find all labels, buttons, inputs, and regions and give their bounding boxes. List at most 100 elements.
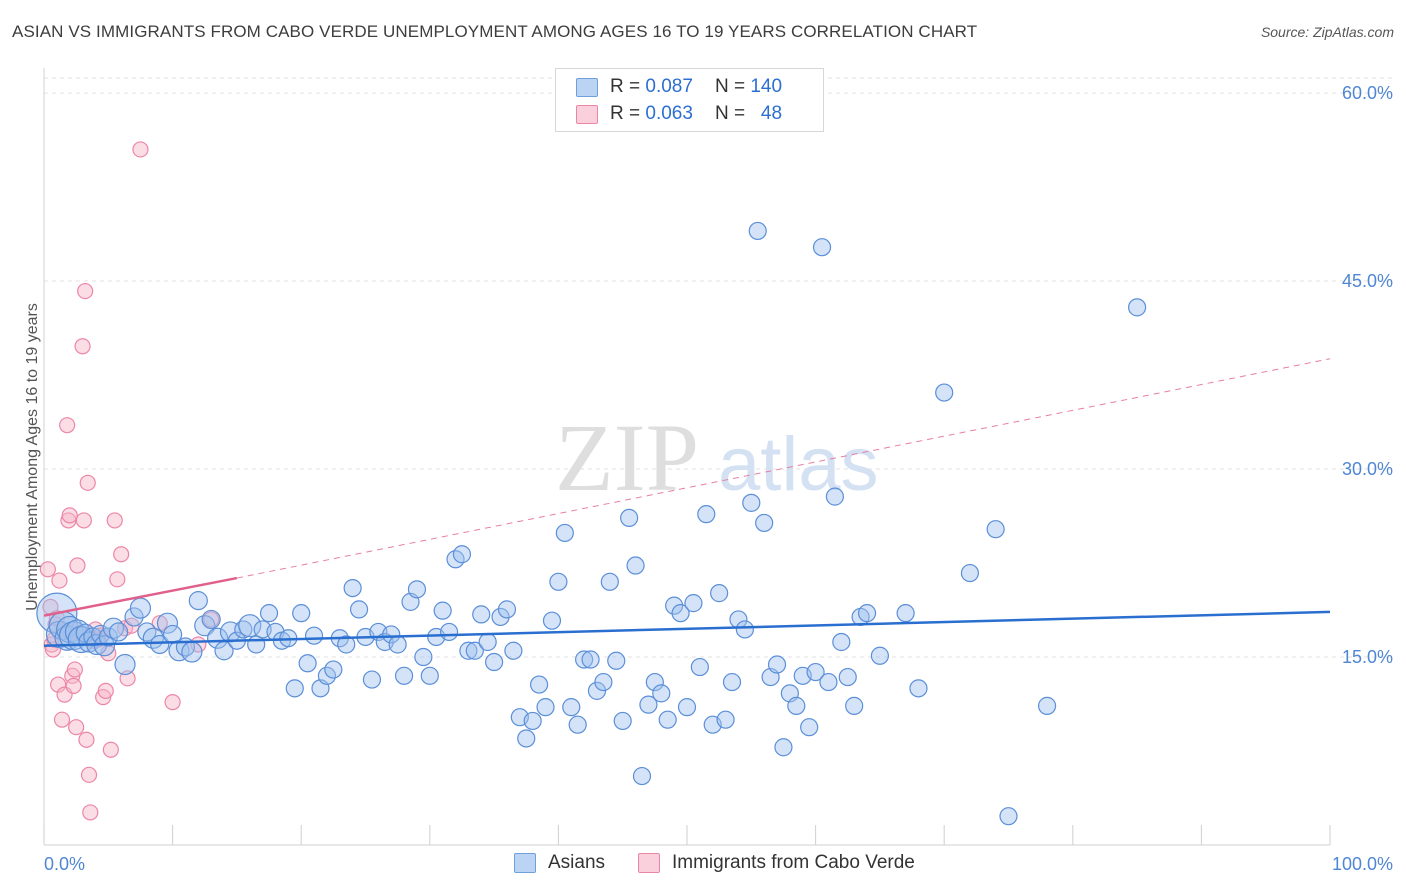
asians-point bbox=[774, 738, 793, 757]
asians-point bbox=[575, 650, 594, 669]
cabo-verde-point bbox=[106, 512, 123, 529]
asians-point bbox=[124, 607, 144, 627]
y-tick-labels: 15.0% 30.0% 45.0% 60.0% bbox=[1342, 83, 1393, 667]
asians-point bbox=[690, 657, 709, 677]
asians-point bbox=[986, 520, 1005, 539]
asians-point bbox=[414, 647, 433, 667]
asians-point bbox=[716, 710, 735, 729]
asians-point bbox=[292, 604, 311, 623]
cabo-verde-point bbox=[51, 572, 68, 589]
cabo-verde-point bbox=[75, 512, 92, 529]
asians-point bbox=[298, 654, 317, 673]
asians-point bbox=[555, 523, 574, 543]
asians-point bbox=[722, 672, 742, 692]
watermark-zip: ZIP bbox=[555, 404, 699, 511]
legend-n-label: N = bbox=[714, 76, 746, 97]
asians-point bbox=[542, 611, 562, 630]
asians-point bbox=[677, 698, 697, 717]
asians-point bbox=[523, 711, 542, 731]
asians-point bbox=[439, 622, 459, 642]
watermark-atlas: atlas bbox=[718, 422, 879, 507]
legend-r-label: R = bbox=[610, 76, 641, 97]
asians-point bbox=[665, 596, 684, 615]
asians-point bbox=[581, 650, 600, 669]
asians-point bbox=[343, 578, 362, 598]
y-tick-label: 60.0% bbox=[1342, 83, 1393, 103]
asians-point bbox=[478, 632, 497, 652]
asians-point bbox=[935, 383, 954, 402]
asians-point bbox=[388, 635, 407, 654]
legend: R = 0.087 N = 140 R = 0.063 N = 48 bbox=[555, 68, 824, 132]
asians-point bbox=[748, 221, 767, 241]
asians-point bbox=[819, 672, 838, 692]
asians-point bbox=[697, 505, 716, 524]
series-cabo-verde-points bbox=[39, 141, 220, 821]
asians-point bbox=[420, 666, 439, 685]
cabo-verde-point bbox=[82, 804, 99, 821]
asians-point bbox=[407, 580, 427, 599]
asians-point bbox=[870, 646, 890, 665]
cabo-verde-point bbox=[77, 282, 94, 300]
asians-point bbox=[247, 635, 266, 654]
asians-point bbox=[767, 655, 787, 674]
asians-point bbox=[684, 594, 703, 613]
bottom-legend-label-cabo-verde: Immigrants from Cabo Verde bbox=[672, 852, 915, 873]
asians-point bbox=[201, 609, 221, 630]
cabo-verde-point bbox=[164, 694, 181, 711]
asians-point bbox=[825, 487, 844, 506]
asians-point bbox=[755, 513, 774, 533]
asians-point bbox=[800, 718, 819, 737]
asians-point bbox=[562, 698, 581, 717]
cabo-verde-point bbox=[65, 677, 82, 694]
asians-point bbox=[600, 572, 619, 591]
bottom-legend-label-asians: Asians bbox=[548, 852, 606, 873]
asians-point bbox=[909, 679, 928, 698]
asians-point bbox=[394, 666, 414, 685]
asians-point bbox=[150, 634, 170, 655]
asians-point bbox=[639, 695, 658, 714]
asians-point bbox=[137, 622, 157, 642]
asians-point bbox=[238, 614, 262, 638]
asians-point bbox=[671, 604, 690, 623]
asians-point bbox=[465, 641, 484, 660]
cabo-verde-point bbox=[102, 741, 119, 758]
cabo-verde-point bbox=[39, 561, 56, 578]
cabo-verde-point bbox=[78, 731, 95, 748]
asians-point bbox=[433, 601, 452, 620]
bottom-legend-asians[interactable]: Asians bbox=[514, 852, 605, 874]
asians-point bbox=[845, 696, 864, 715]
asians-point bbox=[382, 625, 401, 644]
asians-point bbox=[857, 604, 877, 623]
legend-row-cabo-verde: R = 0.063 N = 48 bbox=[576, 102, 782, 126]
asians-point bbox=[806, 662, 825, 682]
asians-point bbox=[896, 604, 915, 623]
series-asians-points bbox=[36, 221, 1147, 826]
y-tick-label: 15.0% bbox=[1342, 647, 1393, 667]
asians-point bbox=[613, 711, 632, 731]
trend-lines bbox=[43, 358, 1331, 647]
legend-n-label: N = bbox=[714, 103, 746, 124]
x-tick-label-max: 100.0% bbox=[1332, 854, 1393, 874]
legend-r-value-cabo-verde: 0.063 bbox=[645, 103, 693, 124]
legend-swatch-asians bbox=[576, 77, 598, 97]
asians-point bbox=[549, 572, 568, 591]
cabo-verde-point bbox=[74, 338, 91, 355]
asians-point bbox=[156, 612, 179, 634]
asians-point bbox=[838, 667, 857, 687]
asians-point bbox=[207, 627, 229, 649]
x-tick-label-min: 0.0% bbox=[44, 854, 85, 874]
asians-point bbox=[787, 696, 806, 715]
legend-row-asians: R = 0.087 N = 140 bbox=[576, 75, 782, 99]
asians-point bbox=[349, 600, 369, 619]
asians-point bbox=[620, 508, 639, 528]
asians-point bbox=[181, 641, 203, 663]
asians-point bbox=[812, 238, 832, 257]
asians-point bbox=[129, 597, 152, 619]
bottom-legend-cabo-verde[interactable]: Immigrants from Cabo Verde bbox=[638, 852, 915, 874]
bottom-legend-swatch-cabo-verde bbox=[638, 853, 660, 873]
asians-point bbox=[626, 556, 645, 575]
asians-point bbox=[742, 493, 761, 512]
gridlines bbox=[44, 77, 1393, 658]
asians-point bbox=[568, 715, 587, 734]
